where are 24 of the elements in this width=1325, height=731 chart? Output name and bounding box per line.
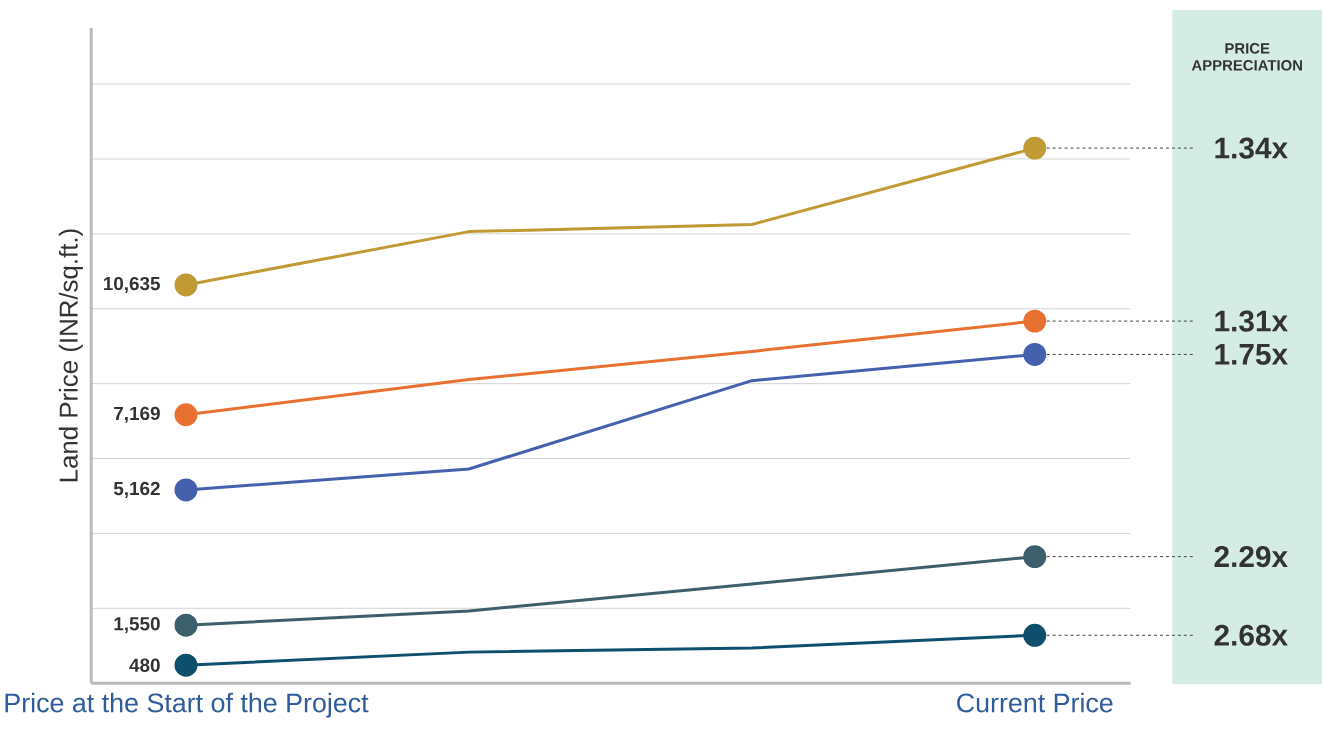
data-label: 480: [129, 658, 160, 672]
point: [174, 478, 198, 502]
x-tick-label: Price at the Start of the Project: [5, 692, 369, 718]
point: [1023, 342, 1047, 366]
data-label: 7,169: [114, 406, 160, 423]
data-label: 10,635: [103, 276, 160, 293]
annotation: 1.34x: [1215, 137, 1288, 159]
point: [174, 273, 198, 297]
annotation: 1.31x: [1215, 310, 1288, 332]
annotation: 2.68x: [1214, 624, 1288, 646]
annotation: 2.29x: [1214, 546, 1288, 568]
point: [1023, 309, 1047, 333]
point: [174, 653, 198, 677]
point: [1023, 136, 1047, 160]
data-label: 1,550: [114, 617, 160, 634]
text: PRICE APPRECIATION: [1191, 43, 1302, 71]
x-tick-label: Current Price: [957, 692, 1113, 713]
data-label: 5,162: [113, 481, 160, 498]
annotation: 1.75x: [1215, 344, 1288, 365]
y-axis-title: Land Price (INR/sq.ft.): [58, 229, 83, 482]
point: [1023, 623, 1047, 647]
point: [174, 403, 198, 427]
point: [1023, 545, 1047, 569]
point: [174, 613, 198, 637]
